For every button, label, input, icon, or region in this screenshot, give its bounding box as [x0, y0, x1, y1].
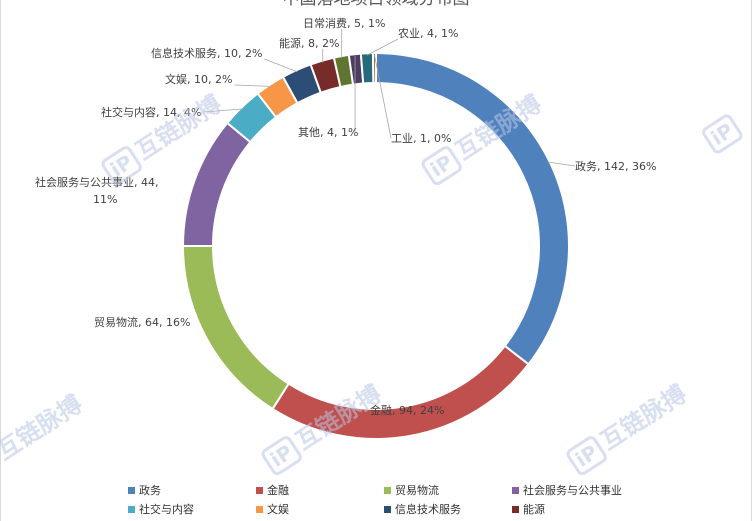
legend-swatch: [128, 505, 135, 513]
slice-2: [271, 344, 530, 440]
data-label-6: 文娱, 10, 2%: [165, 72, 232, 86]
legend-item-7: 信息技术服务: [384, 501, 512, 517]
legend-label: 社会服务与公共事业: [523, 484, 622, 497]
slice-11: [359, 52, 375, 85]
legend-label: 贸易物流: [395, 484, 439, 497]
chart-title: 中国落地项目领域分布图: [283, 0, 470, 9]
leader-line-11: [366, 38, 399, 56]
leader-line-12: [374, 54, 392, 139]
data-label-11: 农业, 4, 1%: [398, 26, 458, 40]
legend-item-8: 能源: [512, 501, 688, 517]
legend-swatch: [384, 505, 391, 513]
legend-item-3: 贸易物流: [384, 482, 512, 498]
data-label-4: 社会服务与公共事业, 44,: [35, 175, 159, 189]
legend-swatch: [512, 505, 519, 513]
legend-label: 金融: [267, 484, 289, 497]
slice-4: [181, 121, 252, 247]
legend-item-1: 政务: [128, 482, 256, 498]
data-label-9: 日常消费, 5, 1%: [303, 16, 385, 30]
slice-12: [371, 51, 377, 85]
legend-label: 政务: [139, 484, 161, 497]
legend-label: 能源: [523, 503, 545, 516]
data-label-8: 能源, 8, 2%: [279, 36, 339, 50]
chart-legend: 政务 金融 贸易物流 社会服务与公共事业社交与内容 文娱 信息技术服务 能源: [128, 482, 688, 517]
data-label-1: 政务, 142, 36%: [575, 159, 656, 173]
legend-label: 社交与内容: [139, 503, 194, 516]
leader-line-1: [547, 161, 576, 167]
data-label-12: 工业, 1, 0%: [391, 132, 451, 145]
leader-line-5: [203, 108, 244, 113]
slice-3: [181, 245, 291, 411]
legend-swatch: [384, 486, 391, 494]
data-label-5: 社交与内容, 14, 4%: [101, 105, 201, 119]
leader-line-6: [234, 84, 272, 87]
legend-swatch: [512, 486, 519, 494]
legend-label: 信息技术服务: [395, 503, 461, 516]
legend-item-5: 社交与内容: [128, 501, 256, 517]
slice-1: [375, 51, 570, 366]
legend-item-6: 文娱: [256, 501, 384, 517]
legend-item-4: 社会服务与公共事业: [512, 482, 688, 498]
legend-swatch: [256, 505, 263, 513]
legend-label: 文娱: [267, 503, 289, 516]
legend-item-2: 金融: [256, 482, 384, 498]
data-label-10: 其他, 4, 1%: [298, 126, 358, 139]
leader-line-7: [264, 58, 298, 73]
data-label-3: 贸易物流, 64, 16%: [94, 315, 190, 329]
data-label-4-line2: 11%: [93, 193, 117, 206]
legend-swatch: [128, 486, 135, 494]
legend-swatch: [256, 486, 263, 494]
data-label-2: 金融, 94, 24%: [370, 403, 444, 417]
data-label-7: 信息技术服务, 10, 2%: [151, 46, 262, 60]
